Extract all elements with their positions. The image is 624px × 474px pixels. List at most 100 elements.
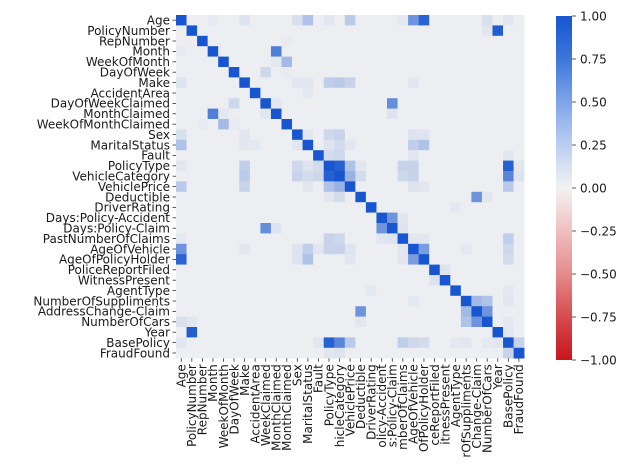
column-label: s:Policy-Claim <box>386 364 400 447</box>
heatmap-cell <box>292 56 303 68</box>
heatmap-cell <box>176 264 187 276</box>
heatmap-cell <box>397 160 409 172</box>
heatmap-cell <box>344 98 356 109</box>
heatmap-cell <box>439 295 451 307</box>
heatmap-cell <box>460 264 472 276</box>
heatmap-cell <box>471 223 483 234</box>
heatmap-cell <box>387 108 398 120</box>
heatmap-cell <box>186 254 198 265</box>
heatmap-cell <box>260 191 272 203</box>
heatmap-cell <box>429 254 441 265</box>
heatmap-cell <box>260 119 272 130</box>
heatmap-cell <box>218 119 230 130</box>
heatmap-cell <box>418 316 430 328</box>
heatmap-cell <box>471 56 483 68</box>
heatmap-cell <box>439 285 451 297</box>
heatmap-cell <box>218 347 230 359</box>
heatmap-cell <box>355 108 367 120</box>
heatmap-cell <box>355 202 367 213</box>
column-label: MaritalStatus <box>301 364 315 444</box>
heatmap-cell <box>376 87 388 99</box>
heatmap-cell <box>313 119 324 130</box>
heatmap-cell <box>186 233 198 245</box>
heatmap-cell <box>302 327 314 338</box>
heatmap-cell <box>492 15 504 26</box>
heatmap-cell <box>323 254 335 265</box>
heatmap-cell <box>408 56 419 68</box>
heatmap-cell <box>418 139 430 151</box>
heatmap-cell <box>387 233 398 245</box>
heatmap-cell <box>397 46 409 57</box>
heatmap-cell <box>313 254 324 265</box>
heatmap-cell <box>313 15 324 26</box>
heatmap-cell <box>460 337 472 349</box>
heatmap-cell <box>292 46 303 57</box>
heatmap-cell <box>323 327 335 338</box>
heatmap-cell <box>186 67 198 78</box>
heatmap-cell <box>481 25 493 37</box>
heatmap-cell <box>249 306 261 317</box>
heatmap-cell <box>334 77 346 89</box>
heatmap-cell <box>344 119 356 130</box>
heatmap-cell <box>376 119 388 130</box>
row-label: MonthClaimed <box>83 107 170 121</box>
heatmap-cell <box>313 212 324 224</box>
heatmap-cell <box>176 171 187 182</box>
heatmap-cell <box>176 46 187 57</box>
heatmap-cell <box>365 316 377 328</box>
heatmap-cell <box>249 347 261 359</box>
heatmap-cell <box>503 46 514 57</box>
row-label: BasePolicy <box>106 336 170 350</box>
heatmap-cell <box>481 243 493 255</box>
heatmap-cell <box>323 202 335 213</box>
heatmap-cell <box>503 327 514 338</box>
column-label: Make <box>238 364 252 396</box>
heatmap-cell <box>471 327 483 338</box>
heatmap-cell <box>228 295 240 307</box>
heatmap-cell <box>207 264 219 276</box>
heatmap-cell <box>376 25 388 37</box>
heatmap-cell <box>302 87 314 99</box>
heatmap-cell <box>239 295 251 307</box>
heatmap-cell <box>365 233 377 245</box>
colorbar-tick-label: 0.25 <box>580 138 607 152</box>
heatmap-cell <box>292 347 303 359</box>
heatmap-cell <box>313 139 324 151</box>
heatmap-cell <box>471 25 483 37</box>
heatmap-cell <box>323 233 335 245</box>
heatmap-cell <box>471 15 483 26</box>
colorbar-tick-label: −0.25 <box>580 224 617 238</box>
heatmap-cell <box>429 295 441 307</box>
heatmap-cell <box>397 129 409 141</box>
heatmap-cell <box>408 98 419 109</box>
heatmap-cell <box>418 254 430 265</box>
heatmap-cell <box>197 56 208 68</box>
heatmap-cell <box>313 108 324 120</box>
heatmap-cell <box>239 223 251 234</box>
heatmap-cell <box>513 275 525 286</box>
heatmap-cell <box>376 139 388 151</box>
heatmap-cell <box>471 233 483 245</box>
column-label: BasePolicy <box>502 364 516 428</box>
heatmap-cell <box>249 77 261 89</box>
heatmap-cell <box>239 56 251 68</box>
heatmap-cell <box>387 25 398 37</box>
heatmap-cell <box>450 108 462 120</box>
colorbar-tick-label: −0.75 <box>580 310 617 324</box>
heatmap-cell <box>397 15 409 26</box>
heatmap-cell <box>418 35 430 47</box>
heatmap-cell <box>239 160 251 172</box>
heatmap-cell <box>218 171 230 182</box>
heatmap-cell <box>376 243 388 255</box>
heatmap-cell <box>292 264 303 276</box>
heatmap-cell <box>503 56 514 68</box>
heatmap-cell <box>334 46 346 57</box>
heatmap-cell <box>197 139 208 151</box>
heatmap-cell <box>450 223 462 234</box>
heatmap-cell <box>408 15 419 26</box>
heatmap-cell <box>281 150 293 161</box>
heatmap-cell <box>218 233 230 245</box>
heatmap-cell <box>450 129 462 141</box>
heatmap-cell <box>365 243 377 255</box>
